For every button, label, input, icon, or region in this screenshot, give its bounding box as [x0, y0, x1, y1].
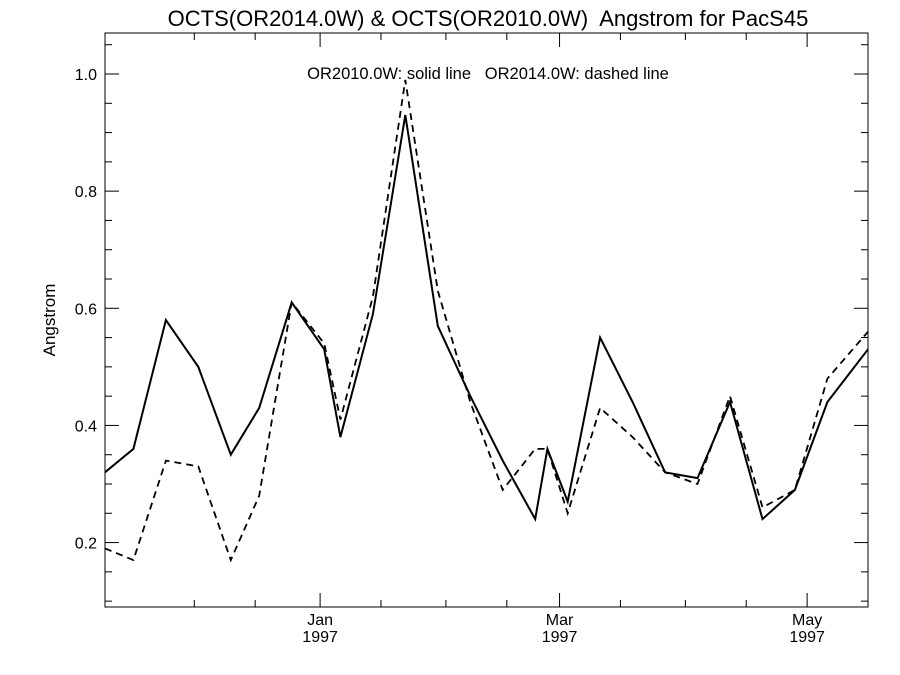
y-tick-label: 0.8: [75, 184, 97, 201]
x-tick-label-month: Jan: [307, 612, 333, 629]
series-layer: [104, 79, 869, 563]
series-line-or2010-0w: [104, 114, 869, 523]
plot-frame: [104, 32, 869, 608]
x-tick-label-month: Mar: [546, 612, 574, 629]
x-tick-label-year: 1997: [542, 629, 578, 646]
x-tick-label-month: May: [792, 612, 822, 629]
y-tick-label: 0.2: [75, 536, 97, 553]
y-tick-label: 0.4: [75, 418, 97, 435]
y-axis-label: Angstrom: [40, 284, 59, 357]
x-tick-label-year: 1997: [302, 629, 338, 646]
chart-title: OCTS(OR2014.0W) & OCTS(OR2010.0W) Angstr…: [168, 6, 809, 31]
series-line-or2014-0w: [104, 79, 869, 563]
y-tick-label: 0.6: [75, 301, 97, 318]
x-tick-label-year: 1997: [789, 629, 825, 646]
chart-annotation: OR2010.0W: solid line OR2014.0W: dashed …: [307, 65, 669, 83]
y-axis-ticks: 0.2 0.4 0.6 0.8 1.0: [75, 44, 868, 602]
y-tick-label: 1.0: [75, 67, 97, 84]
